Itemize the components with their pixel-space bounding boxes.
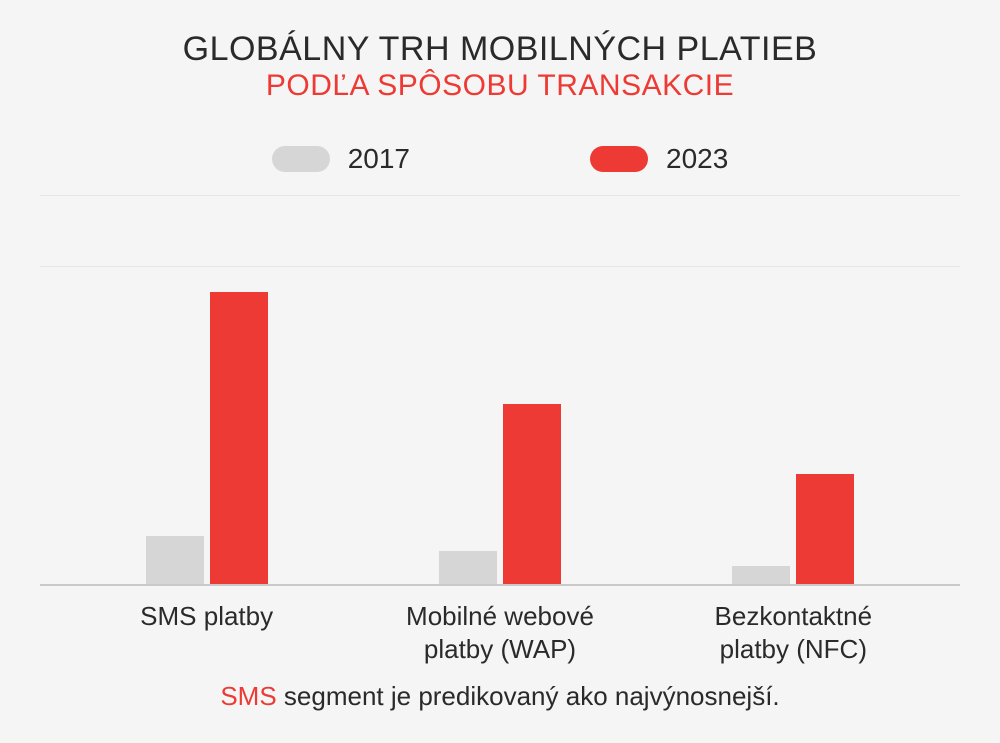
chart-area: SMS platby Mobilné webovéplatby (WAP) Bezk… bbox=[40, 266, 960, 665]
x-axis-labels: SMS platby Mobilné webovéplatby (WAP) Bezk… bbox=[40, 600, 960, 665]
footer-text: segment je predikovaný ako najvýnosnejší… bbox=[277, 681, 780, 711]
bar-group bbox=[400, 404, 600, 584]
legend-label-2023: 2023 bbox=[666, 143, 728, 175]
bar bbox=[146, 536, 204, 584]
legend: 2017 2023 bbox=[40, 143, 960, 175]
footer-note: SMS segment je predikovaný ako najvýnosn… bbox=[40, 681, 960, 712]
title-line1: GLOBÁLNY TRH MOBILNÝCH PLATIEB bbox=[40, 30, 960, 69]
legend-label-2017: 2017 bbox=[348, 143, 410, 175]
bar-group bbox=[107, 292, 307, 584]
x-label: Mobilné webovéplatby (WAP) bbox=[370, 600, 630, 665]
bar bbox=[503, 404, 561, 584]
chart-title: GLOBÁLNY TRH MOBILNÝCH PLATIEB PODĽA SPÔ… bbox=[40, 30, 960, 103]
x-label: Bezkontaktnéplatby (NFC) bbox=[663, 600, 923, 665]
x-label: SMS platby bbox=[77, 600, 337, 665]
footer-highlight: SMS bbox=[220, 681, 276, 711]
title-line2: PODĽA SPÔSOBU TRANSAKCIE bbox=[40, 69, 960, 103]
bar bbox=[210, 292, 268, 584]
bar-group bbox=[693, 474, 893, 584]
bar bbox=[732, 566, 790, 584]
legend-swatch-2017 bbox=[272, 146, 330, 172]
legend-item-2023: 2023 bbox=[590, 143, 728, 175]
legend-item-2017: 2017 bbox=[272, 143, 410, 175]
divider-top bbox=[40, 195, 960, 196]
legend-swatch-2023 bbox=[590, 146, 648, 172]
bar-chart bbox=[40, 266, 960, 586]
bar bbox=[796, 474, 854, 584]
bar bbox=[439, 551, 497, 584]
